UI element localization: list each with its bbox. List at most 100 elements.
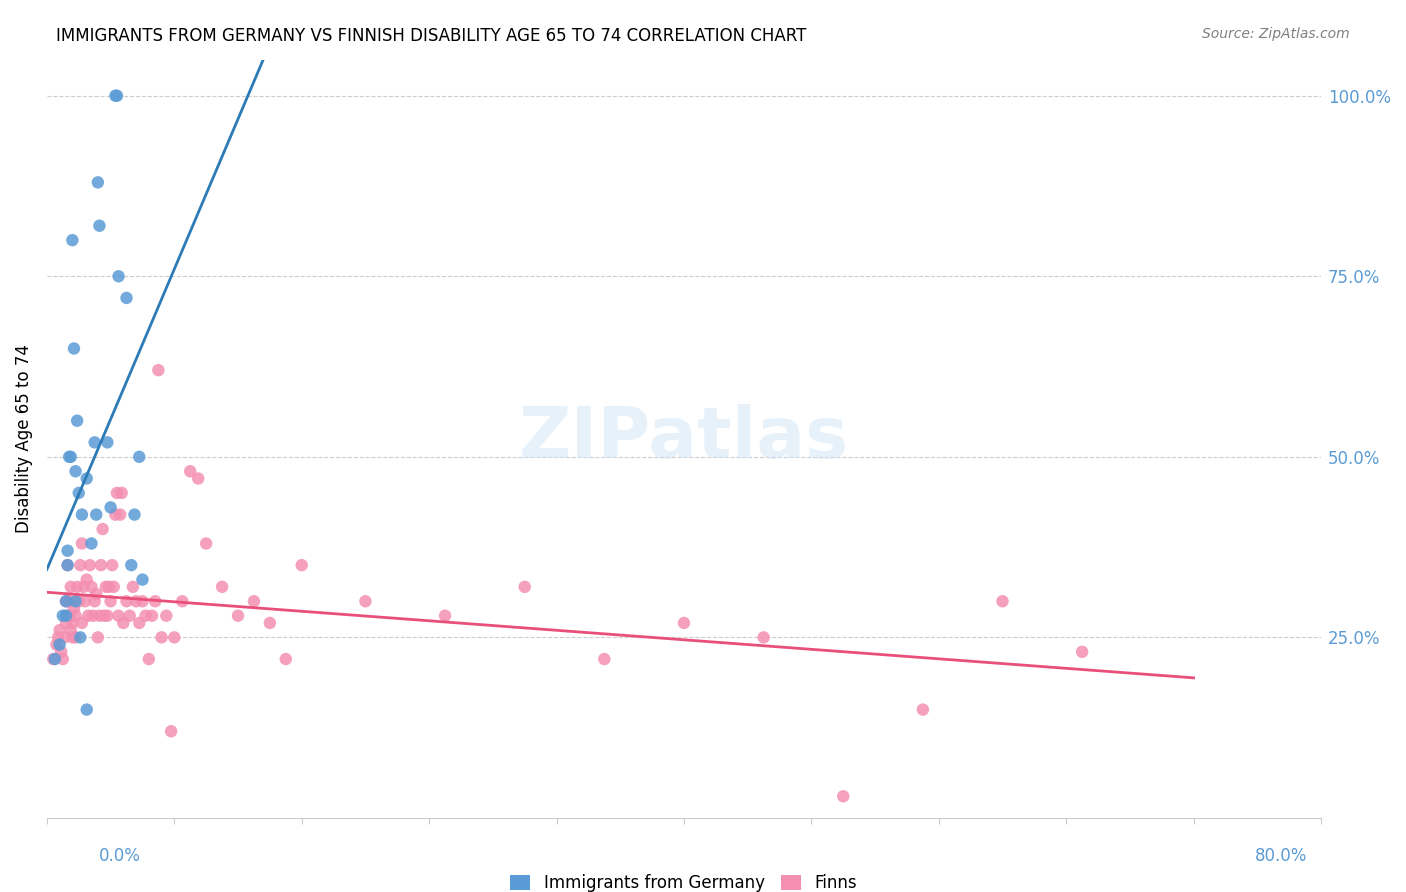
Point [155,608,177,623]
Text: 0.0%: 0.0% [98,847,141,865]
Point [243,594,266,608]
Text: IMMIGRANTS FROM GERMANY VS FINNISH DISABILITY AGE 65 TO 74 CORRELATION CHART: IMMIGRANTS FROM GERMANY VS FINNISH DISAB… [56,27,807,45]
Point [160,724,183,739]
Point [83,435,105,450]
Point [53,631,76,645]
Point [98,580,121,594]
Point [70,508,93,522]
Point [259,615,281,630]
Point [60,631,83,645]
Point [141,608,163,623]
Point [69,558,91,573]
Point [63,342,86,356]
Point [55,594,77,608]
Point [45,638,67,652]
Point [832,789,855,804]
Point [101,558,124,573]
Point [1071,645,1094,659]
Point [148,363,170,377]
Point [104,88,127,103]
Point [179,464,201,478]
Y-axis label: Disability Age 65 to 74: Disability Age 65 to 74 [15,344,32,533]
Point [66,414,89,428]
Point [84,508,107,522]
Point [991,594,1014,608]
Point [70,536,93,550]
Point [104,508,127,522]
Point [58,594,80,608]
Point [100,500,122,515]
Point [56,608,79,623]
Point [67,594,90,608]
Point [911,703,934,717]
Point [124,508,146,522]
Point [100,594,122,608]
Point [111,486,134,500]
Point [89,219,111,233]
Point [58,450,80,464]
Point [76,703,98,717]
Point [52,608,75,623]
Point [94,580,117,594]
Point [55,608,77,623]
Point [107,608,129,623]
Point [172,594,194,608]
Point [150,631,173,645]
Point [55,594,77,608]
Point [75,594,97,608]
Point [105,88,128,103]
Point [91,522,114,536]
Point [87,175,110,189]
Point [226,608,249,623]
Point [118,608,141,623]
Point [59,450,82,464]
Point [70,615,93,630]
Point [143,594,166,608]
Point [59,623,82,637]
Point [115,594,138,608]
Point [103,580,125,594]
Point [163,631,186,645]
Point [84,587,107,601]
Point [46,631,69,645]
Point [291,558,314,573]
Point [354,594,377,608]
Point [76,573,98,587]
Legend: Immigrants from Germany, Finns: Immigrants from Germany, Finns [502,866,866,892]
Point [79,558,101,573]
Point [274,652,297,666]
Point [56,543,79,558]
Point [96,435,118,450]
Point [69,631,91,645]
Point [72,580,94,594]
Point [593,652,616,666]
Point [80,536,103,550]
Point [65,464,87,478]
Point [48,623,70,637]
Point [93,608,115,623]
Point [60,615,83,630]
Point [125,594,148,608]
Text: 80.0%: 80.0% [1256,847,1308,865]
Point [76,471,98,485]
Text: ZIPatlas: ZIPatlas [519,404,849,474]
Point [56,558,79,573]
Point [513,580,536,594]
Point [67,486,90,500]
Point [195,536,218,550]
Point [120,558,142,573]
Point [211,580,233,594]
Point [90,558,112,573]
Point [55,615,77,630]
Point [63,601,86,615]
Point [65,608,87,623]
Point [42,652,65,666]
Point [44,652,66,666]
Point [80,580,103,594]
Point [752,631,775,645]
Point [122,580,145,594]
Point [672,615,695,630]
Point [66,580,89,594]
Point [128,615,150,630]
Point [115,291,138,305]
